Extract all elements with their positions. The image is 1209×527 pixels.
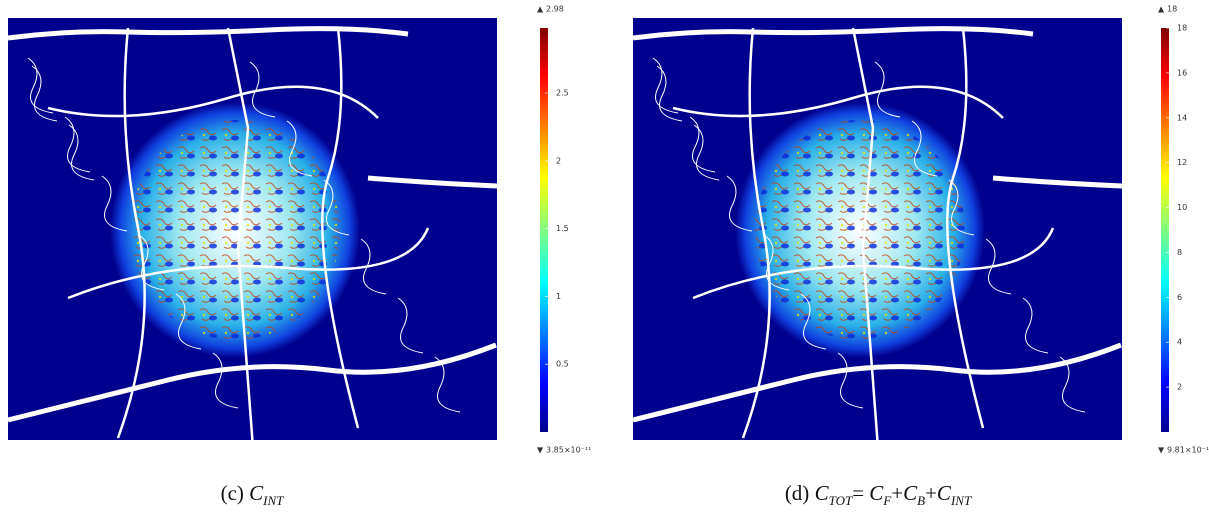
colorbar-min-label: 9.81×10⁻¹⁴ — [1167, 446, 1209, 455]
caption-part: C — [869, 481, 884, 505]
colorbar-min-arrow: ▼ — [537, 446, 544, 455]
figure: 0.511.522.5▲2.98▼3.85×10⁻¹¹(c) CINT24681… — [0, 0, 1209, 527]
colorbar-tick-label: 2.5 — [556, 89, 569, 98]
caption-part: C — [815, 481, 830, 505]
colorbar-tick-label: 2 — [556, 156, 561, 165]
caption-part: (d) — [785, 481, 815, 505]
colorbar-max-label: 18 — [1167, 5, 1177, 14]
colorbar-min-arrow: ▼ — [1158, 446, 1165, 455]
colorbar-tick-label: 6 — [1177, 293, 1182, 302]
colorbar-tick-label: 1.5 — [556, 224, 569, 233]
heatmap-panel — [633, 18, 1122, 448]
caption-part: = — [852, 481, 869, 505]
colorbar-tick-label: 4 — [1177, 338, 1182, 347]
caption: (c) CINT — [221, 481, 285, 508]
caption-part: (c) — [221, 481, 250, 505]
colorbar-tick-label: 8 — [1177, 248, 1182, 257]
colorbar-tick-label: 0.5 — [556, 360, 569, 369]
caption: (d) CTOT= CF+CB+CINT — [785, 481, 972, 508]
caption-part: C — [249, 481, 264, 505]
heatmap-panel — [8, 18, 497, 448]
caption-part: C — [937, 481, 952, 505]
caption-part: INT — [262, 493, 284, 508]
caption-part: TOT — [829, 493, 853, 508]
colorbar-max-arrow: ▲ — [1158, 5, 1165, 14]
colorbar — [1161, 28, 1169, 432]
caption-part: C — [903, 481, 918, 505]
heatmap-texture — [130, 120, 340, 340]
colorbar-tick-label: 16 — [1177, 68, 1187, 77]
caption-part: INT — [950, 493, 972, 508]
caption-part: + — [925, 481, 937, 505]
colorbar-tick-label: 12 — [1177, 158, 1187, 167]
colorbar-tick-label: 2 — [1177, 383, 1182, 392]
caption-part: B — [917, 493, 925, 508]
colorbar-max-label: 2.98 — [546, 5, 564, 14]
colorbar-tick-label: 1 — [556, 292, 561, 301]
colorbar-tick-label: 14 — [1177, 113, 1187, 122]
colorbar — [540, 28, 548, 432]
heatmap-texture — [755, 120, 965, 340]
colorbar-max-arrow: ▲ — [537, 5, 544, 14]
caption-part: + — [891, 481, 903, 505]
colorbar-tick-label: 10 — [1177, 203, 1187, 212]
colorbar-tick-label: 18 — [1177, 24, 1187, 33]
colorbar-min-label: 3.85×10⁻¹¹ — [546, 446, 591, 455]
